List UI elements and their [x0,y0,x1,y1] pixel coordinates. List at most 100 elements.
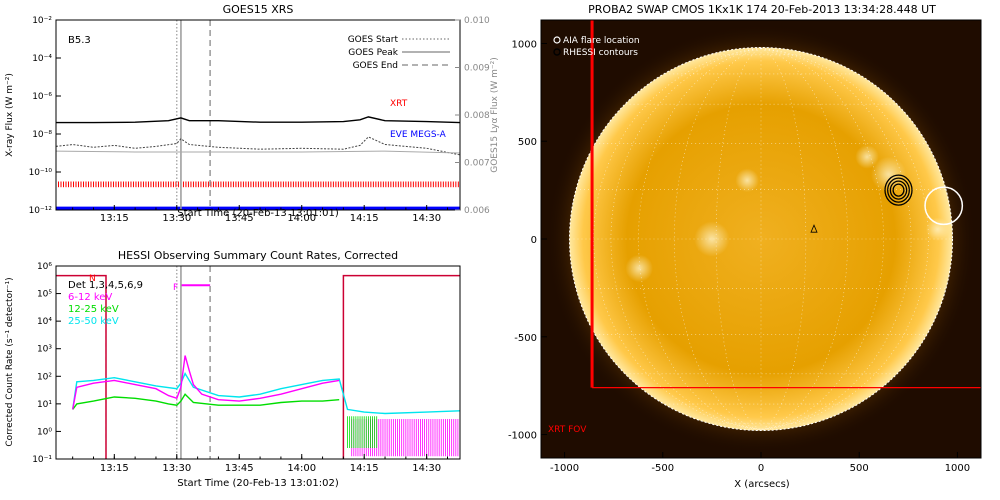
swap-xrt-fov-label: XRT FOV [548,425,587,435]
swap-rhessi-contour [889,180,908,200]
goes-ytick-label: 10⁻⁶ [32,92,52,102]
goes-eve-label: EVE MEGS-A [390,130,447,140]
hessi-xtick-label: 14:15 [350,463,379,474]
hessi-saa-flag [342,274,460,459]
swap-rhessi-contour [884,174,913,206]
swap-ytick-label: 1000 [512,39,537,50]
goes-xtick-label: 14:30 [412,213,441,224]
hessi-legend-det: Det 1,3,4,5,6,9 [68,280,143,291]
hessi-ylabel: Corrected Count Rate (s⁻¹ detector⁻¹) [5,277,15,446]
goes-y2tick-label: 0.009 [464,64,490,74]
hessi-legend-12-25: 12-25 keV [68,304,119,315]
hessi-title: HESSI Observing Summary Count Rates, Cor… [118,249,398,262]
goes-y2tick-label: 0.007 [464,159,490,169]
goes-xrs-chart: GOES15 XRS 13:15 13:30 13:45 14:00 14:15 14:3… [5,3,500,224]
hessi-count-rate-chart: HESSI Observing Summary Count Rates, Cor… [5,249,461,489]
swap-legend-aia-marker [553,36,561,44]
goes-legend-peak: GOES Peak [348,48,398,58]
swap-solar-disk [569,47,953,431]
hessi-legend-6-12: 6-12 keV [68,292,112,303]
goes-xtick-label: 14:00 [287,213,316,224]
swap-limb-outline [568,46,954,432]
swap-active-region [855,145,879,169]
swap-solar-image: PROBA2 SWAP CMOS 1Kx1K 174 20-Feb-2013 1… [508,3,982,490]
swap-active-region [625,254,653,283]
swap-active-region [694,221,730,257]
hessi-6-12-series [72,355,340,410]
swap-ar-marker [810,224,818,233]
hessi-ytick-label: 10⁵ [37,290,52,300]
goes-annotation: B5.3 [68,35,91,46]
hessi-flag-n: N [89,274,96,284]
hessi-ytick-label: 10⁻¹ [32,455,52,465]
swap-ytick-label: 0 [531,235,537,246]
hessi-xtick-label: 13:45 [225,463,254,474]
swap-legend: AIA flare location RHESSI contours [553,36,640,58]
goes-ylabel: X-ray Flux (W m⁻²) [5,73,15,157]
hessi-ytick-label: 10¹ [37,400,52,410]
swap-legend-aia: AIA flare location [563,36,640,46]
goes-y2tick-label: 0.008 [464,111,490,121]
swap-xtick-label: 500 [850,463,869,474]
swap-grid-longitude [760,48,929,430]
goes-long-series [56,116,460,124]
hessi-plot-frame [55,265,461,460]
swap-active-region [926,217,950,242]
goes-y2tick-label: 0.006 [464,206,490,216]
swap-grid-longitude [638,48,762,430]
goes-legend-end: GOES End [353,61,398,71]
swap-grid-longitude [610,48,762,430]
goes-ytick-label: 10⁻¹² [29,206,53,216]
hessi-flag-f: F [173,283,178,293]
goes-xtick-label: 13:30 [162,213,191,224]
goes-xlabel: Start Time (20-Feb-13 13:01:01) [177,208,339,219]
hessi-ytick-label: 10² [37,372,52,382]
hessi-xtick-label: 14:30 [412,463,441,474]
goes-y2tick-label: 0.010 [464,16,490,26]
hessi-night-flag [56,274,107,459]
goes-legend: GOES Start GOES Peak GOES End [348,35,450,71]
swap-xtick-label: 0 [758,463,764,474]
swap-xtick-label: -500 [651,463,674,474]
goes-ytick-label: 10⁻⁴ [32,54,52,64]
swap-active-region [735,168,760,193]
swap-xlabel: X (arcsecs) [734,479,790,490]
hessi-ytick-label: 10⁰ [37,427,52,437]
goes-ytick-label: 10⁻² [32,16,52,26]
goes-xtick-label: 13:15 [100,213,129,224]
swap-title: PROBA2 SWAP CMOS 1Kx1K 174 20-Feb-2013 1… [588,3,936,16]
swap-xtick-label: 1000 [945,463,970,474]
hessi-legend: Det 1,3,4,5,6,9 6-12 keV 12-25 keV 25-50… [68,280,143,327]
goes-xrt-label: XRT [390,99,408,109]
swap-ytick-label: -500 [514,333,537,344]
goes-title: GOES15 XRS [223,3,294,16]
swap-aia-flare-circle [924,186,964,226]
hessi-xtick-label: 14:00 [287,463,316,474]
goes-ytick-label: 10⁻¹⁰ [29,168,53,178]
goes-ytick-label: 10⁻⁸ [32,130,52,140]
hessi-xlabel: Start Time (20-Feb-13 13:01:02) [177,478,339,489]
hessi-ytick-label: 10⁴ [37,317,52,327]
goes-legend-start: GOES Start [348,35,399,45]
swap-xtick-label: -1000 [550,463,579,474]
swap-grid-longitude [760,48,884,430]
goes-xtick-label: 14:15 [350,213,379,224]
swap-ytick-label: 500 [518,137,537,148]
swap-grid-longitude [760,48,912,430]
hessi-xtick-label: 13:15 [100,463,129,474]
swap-grid-longitude [593,48,762,430]
goes-y2label: GOES15 Lyα Flux (W m⁻²) [490,57,500,173]
swap-rhessi-contour [887,177,910,203]
swap-legend-rhessi-marker [553,48,561,56]
swap-ytick-label: -1000 [508,431,537,442]
goes-ref-series [56,150,460,154]
goes-xtick-label: 13:45 [225,213,254,224]
hessi-legend-25-50: 25-50 keV [68,316,119,327]
hessi-xtick-label: 13:30 [162,463,191,474]
swap-rhessi-contour [892,183,905,197]
hessi-25-50-series [72,371,460,415]
swap-active-region [871,156,907,193]
hessi-ytick-label: 10³ [37,345,52,355]
hessi-12-25-series [72,393,340,410]
